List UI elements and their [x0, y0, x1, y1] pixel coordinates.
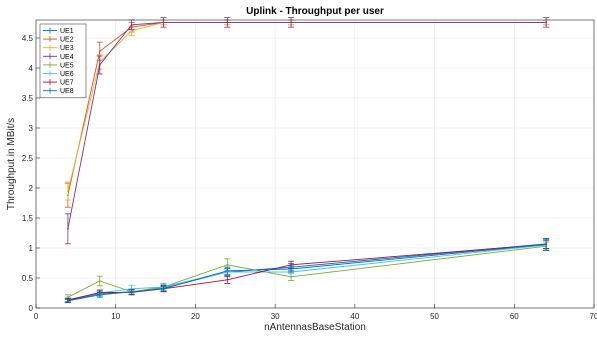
data-point	[130, 29, 133, 32]
y-axis-label: Throughput in MBit/s	[6, 118, 17, 210]
series-ue4	[64, 17, 550, 245]
data-point	[226, 263, 229, 266]
legend-label: UE2	[60, 37, 74, 44]
chart-title: Uplink - Throughput per user	[246, 6, 384, 17]
y-tick-label: 1	[29, 244, 34, 253]
data-point	[545, 21, 548, 24]
y-tick-label: 4	[29, 64, 34, 73]
series-group	[64, 17, 550, 304]
axis-ticks: 0 10 20 30 40 50 60 70 0 0.5 1 1.5 2 2.5 3 3.5 4 4.5	[22, 34, 597, 321]
x-tick-label: 70	[590, 312, 597, 321]
x-axis-label: nAntennasBaseStation	[264, 322, 366, 333]
legend-label: UE7	[60, 80, 74, 87]
legend-label: UE6	[60, 71, 74, 78]
data-point	[130, 290, 133, 293]
y-tick-label: 3.5	[22, 94, 34, 103]
data-point	[66, 299, 69, 302]
data-point	[66, 190, 69, 192]
data-point	[545, 243, 548, 246]
y-tick-label: 1.5	[22, 214, 34, 223]
x-tick-label: 40	[350, 312, 359, 321]
data-point	[290, 263, 292, 266]
y-tick-label: 4.5	[22, 34, 34, 43]
data-point	[66, 227, 69, 230]
data-point	[290, 268, 292, 270]
data-point	[290, 21, 292, 24]
x-tick-label: 30	[271, 312, 280, 321]
y-tick-label: 2	[29, 184, 34, 193]
data-point	[162, 21, 165, 24]
y-tick-label: 0.5	[22, 274, 34, 283]
legend-label: UE3	[60, 45, 74, 52]
x-tick-label: 50	[430, 312, 439, 321]
data-point	[98, 280, 101, 282]
series-ue8	[64, 237, 550, 304]
legend-box	[39, 23, 87, 99]
legend-label: UE8	[60, 88, 74, 95]
data-point	[98, 293, 101, 296]
legend-label: UE1	[60, 28, 74, 35]
x-tick-label: 60	[510, 312, 519, 321]
data-point	[98, 64, 101, 66]
x-tick-label: 10	[111, 312, 120, 321]
legend-label: UE5	[60, 62, 74, 69]
y-tick-label: 0	[29, 304, 34, 313]
data-point	[226, 278, 229, 281]
plot-frame	[35, 19, 595, 309]
legend-label: UE4	[60, 54, 74, 61]
y-tick-label: 3	[29, 124, 34, 133]
data-point	[98, 50, 101, 53]
y-tick-label: 2.5	[22, 154, 34, 163]
x-tick-label: 0	[34, 312, 39, 321]
data-point	[226, 21, 229, 24]
x-tick-label: 20	[191, 312, 200, 321]
data-point	[162, 287, 165, 290]
data-point	[130, 23, 133, 26]
data-point	[226, 269, 229, 272]
